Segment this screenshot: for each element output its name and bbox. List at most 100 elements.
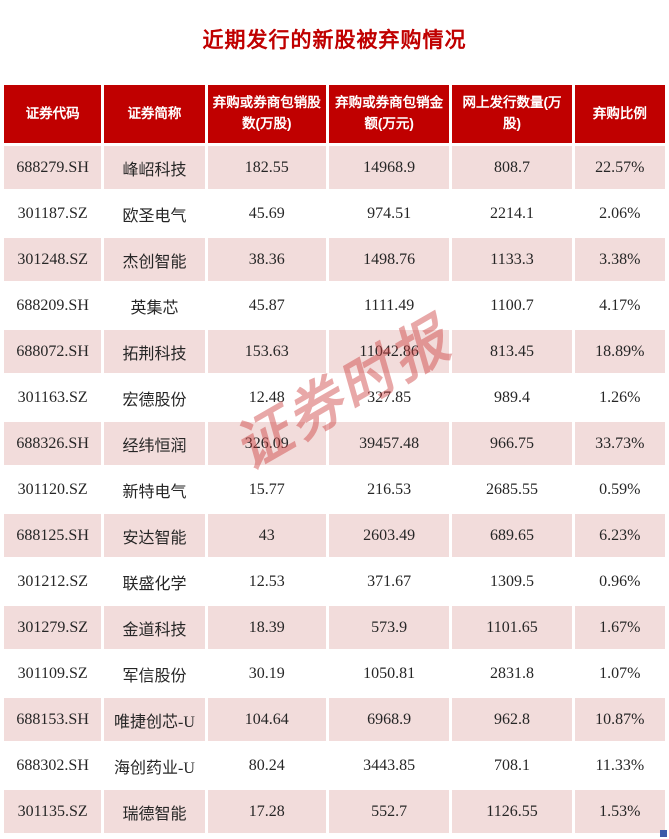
cell-ratio: 1.07% bbox=[574, 652, 665, 695]
cell-shares: 45.69 bbox=[207, 192, 326, 235]
table-row: 688209.SH 英集芯 45.87 1111.49 1100.7 4.17% bbox=[4, 284, 665, 327]
cell-security-name: 安达智能 bbox=[104, 514, 205, 557]
cell-issued: 689.65 bbox=[452, 514, 572, 557]
cell-amount: 14968.9 bbox=[328, 146, 450, 189]
cell-issued: 2685.55 bbox=[452, 468, 572, 511]
cell-issued: 1101.65 bbox=[452, 606, 572, 649]
cell-ratio: 18.89% bbox=[574, 330, 665, 373]
cell-security-code: 688279.SH bbox=[4, 146, 102, 189]
cell-issued: 1309.5 bbox=[452, 560, 572, 603]
cell-ratio: 2.06% bbox=[574, 192, 665, 235]
cell-issued: 962.8 bbox=[452, 698, 572, 741]
cell-security-code: 301135.SZ bbox=[4, 790, 102, 833]
cell-ratio: 6.23% bbox=[574, 514, 665, 557]
cell-security-code: 688209.SH bbox=[4, 284, 102, 327]
cell-amount: 6968.9 bbox=[328, 698, 450, 741]
cell-issued: 813.45 bbox=[452, 330, 572, 373]
cell-issued: 1133.3 bbox=[452, 238, 572, 281]
table-row: 688125.SH 安达智能 43 2603.49 689.65 6.23% bbox=[4, 514, 665, 557]
cell-ratio: 22.57% bbox=[574, 146, 665, 189]
cell-ratio: 0.59% bbox=[574, 468, 665, 511]
cell-ratio: 1.26% bbox=[574, 376, 665, 419]
table-row: 688072.SH 拓荆科技 153.63 11042.86 813.45 18… bbox=[4, 330, 665, 373]
cell-issued: 966.75 bbox=[452, 422, 572, 465]
cell-shares: 326.09 bbox=[207, 422, 326, 465]
cell-security-code: 301279.SZ bbox=[4, 606, 102, 649]
cell-shares: 45.87 bbox=[207, 284, 326, 327]
cell-security-code: 688302.SH bbox=[4, 744, 102, 787]
cell-security-name: 英集芯 bbox=[104, 284, 205, 327]
header-cell-issued: 网上发行数量(万股) bbox=[452, 85, 572, 143]
cell-amount: 573.9 bbox=[328, 606, 450, 649]
cell-issued: 1126.55 bbox=[452, 790, 572, 833]
ipo-abandonment-table: 证券代码 证券简称 弃购或券商包销股数(万股) 弃购或券商包销金额(万元) 网上… bbox=[1, 82, 668, 836]
table-row: 301135.SZ 瑞德智能 17.28 552.7 1126.55 1.53% bbox=[4, 790, 665, 833]
cell-ratio: 1.53% bbox=[574, 790, 665, 833]
table-row: 301248.SZ 杰创智能 38.36 1498.76 1133.3 3.38… bbox=[4, 238, 665, 281]
table-row: 688302.SH 海创药业-U 80.24 3443.85 708.1 11.… bbox=[4, 744, 665, 787]
cell-shares: 17.28 bbox=[207, 790, 326, 833]
cell-security-code: 688072.SH bbox=[4, 330, 102, 373]
table-row: 301279.SZ 金道科技 18.39 573.9 1101.65 1.67% bbox=[4, 606, 665, 649]
cell-shares: 104.64 bbox=[207, 698, 326, 741]
cell-amount: 3443.85 bbox=[328, 744, 450, 787]
table-row: 688153.SH 唯捷创芯-U 104.64 6968.9 962.8 10.… bbox=[4, 698, 665, 741]
cell-issued: 989.4 bbox=[452, 376, 572, 419]
cell-security-name: 瑞德智能 bbox=[104, 790, 205, 833]
cell-security-name: 宏德股份 bbox=[104, 376, 205, 419]
cell-security-code: 301187.SZ bbox=[4, 192, 102, 235]
table-row: 301120.SZ 新特电气 15.77 216.53 2685.55 0.59… bbox=[4, 468, 665, 511]
cell-security-name: 峰岹科技 bbox=[104, 146, 205, 189]
cell-shares: 30.19 bbox=[207, 652, 326, 695]
cell-amount: 39457.48 bbox=[328, 422, 450, 465]
cell-amount: 974.51 bbox=[328, 192, 450, 235]
cell-security-name: 海创药业-U bbox=[104, 744, 205, 787]
cell-security-code: 301109.SZ bbox=[4, 652, 102, 695]
header-cell-ratio: 弃购比例 bbox=[574, 85, 665, 143]
cell-security-code: 301248.SZ bbox=[4, 238, 102, 281]
table-row: 301187.SZ 欧圣电气 45.69 974.51 2214.1 2.06% bbox=[4, 192, 665, 235]
cell-security-code: 688326.SH bbox=[4, 422, 102, 465]
table-row: 301212.SZ 联盛化学 12.53 371.67 1309.5 0.96% bbox=[4, 560, 665, 603]
cell-ratio: 4.17% bbox=[574, 284, 665, 327]
cell-amount: 216.53 bbox=[328, 468, 450, 511]
cell-ratio: 10.87% bbox=[574, 698, 665, 741]
cell-amount: 1111.49 bbox=[328, 284, 450, 327]
table-row: 301163.SZ 宏德股份 12.48 327.85 989.4 1.26% bbox=[4, 376, 665, 419]
cell-amount: 2603.49 bbox=[328, 514, 450, 557]
cell-security-code: 688153.SH bbox=[4, 698, 102, 741]
cell-ratio: 0.96% bbox=[574, 560, 665, 603]
selection-corner-mark bbox=[660, 830, 667, 837]
cell-ratio: 33.73% bbox=[574, 422, 665, 465]
header-cell-code: 证券代码 bbox=[4, 85, 102, 143]
table-row: 688326.SH 经纬恒润 326.09 39457.48 966.75 33… bbox=[4, 422, 665, 465]
cell-shares: 43 bbox=[207, 514, 326, 557]
header-cell-shares: 弃购或券商包销股数(万股) bbox=[207, 85, 326, 143]
cell-ratio: 11.33% bbox=[574, 744, 665, 787]
header-cell-amount: 弃购或券商包销金额(万元) bbox=[328, 85, 450, 143]
cell-security-name: 军信股份 bbox=[104, 652, 205, 695]
cell-shares: 38.36 bbox=[207, 238, 326, 281]
cell-amount: 371.67 bbox=[328, 560, 450, 603]
cell-ratio: 1.67% bbox=[574, 606, 665, 649]
cell-issued: 808.7 bbox=[452, 146, 572, 189]
cell-security-name: 欧圣电气 bbox=[104, 192, 205, 235]
cell-shares: 182.55 bbox=[207, 146, 326, 189]
cell-security-name: 新特电气 bbox=[104, 468, 205, 511]
cell-security-name: 拓荆科技 bbox=[104, 330, 205, 373]
cell-issued: 708.1 bbox=[452, 744, 572, 787]
cell-shares: 12.48 bbox=[207, 376, 326, 419]
cell-shares: 153.63 bbox=[207, 330, 326, 373]
table-row: 301109.SZ 军信股份 30.19 1050.81 2831.8 1.07… bbox=[4, 652, 665, 695]
cell-ratio: 3.38% bbox=[574, 238, 665, 281]
cell-amount: 1050.81 bbox=[328, 652, 450, 695]
table-header-row: 证券代码 证券简称 弃购或券商包销股数(万股) 弃购或券商包销金额(万元) 网上… bbox=[4, 85, 665, 143]
table-row: 688279.SH 峰岹科技 182.55 14968.9 808.7 22.5… bbox=[4, 146, 665, 189]
cell-security-name: 联盛化学 bbox=[104, 560, 205, 603]
cell-security-code: 301212.SZ bbox=[4, 560, 102, 603]
page-title: 近期发行的新股被弃购情况 bbox=[202, 29, 467, 52]
cell-shares: 12.53 bbox=[207, 560, 326, 603]
cell-issued: 2831.8 bbox=[452, 652, 572, 695]
table-body: 688279.SH 峰岹科技 182.55 14968.9 808.7 22.5… bbox=[4, 146, 665, 833]
cell-shares: 18.39 bbox=[207, 606, 326, 649]
